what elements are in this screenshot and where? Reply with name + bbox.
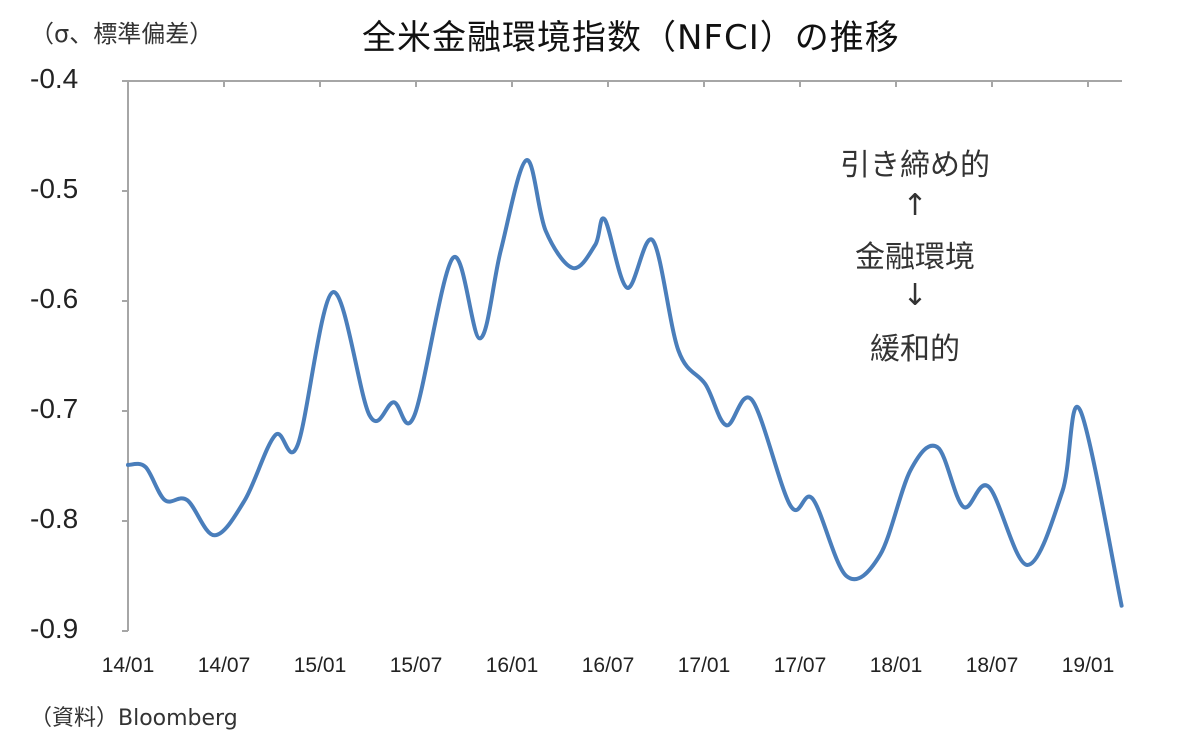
x-tick-label: 15/01 xyxy=(293,654,347,677)
x-tick-label: 16/07 xyxy=(581,654,635,677)
down-arrow-icon: ↓ xyxy=(902,278,928,313)
x-tick-label: 18/07 xyxy=(965,654,1019,677)
annotation-financial-conditions: 金融環境 xyxy=(855,240,975,275)
x-tick-label: 17/01 xyxy=(677,654,731,677)
y-tick-label: -0.4 xyxy=(30,63,79,94)
x-tick-label: 19/01 xyxy=(1061,654,1115,677)
y-tick-label: -0.8 xyxy=(30,503,79,534)
annotation-tightening: 引き締め的 xyxy=(840,148,990,183)
y-tick-label: -0.7 xyxy=(30,393,79,424)
y-tick-label: -0.5 xyxy=(30,173,79,204)
y-tick-label: -0.6 xyxy=(30,283,79,314)
x-tick-label: 14/07 xyxy=(197,654,251,677)
nfci-line xyxy=(126,158,1124,608)
x-tick-label: 14/01 xyxy=(101,654,155,677)
chart-title: 全米金融環境指数（NFCI）の推移 xyxy=(362,18,900,58)
axes xyxy=(122,80,1122,632)
up-arrow-icon: ↑ xyxy=(902,188,928,223)
y-tick-label: -0.9 xyxy=(30,613,79,644)
annotation-easing: 緩和的 xyxy=(870,332,960,367)
x-tick-label: 16/01 xyxy=(485,654,539,677)
y-axis-unit-label: （σ、標準偏差） xyxy=(30,20,214,48)
source-note: （資料）Bloomberg xyxy=(30,706,238,731)
x-tick-label: 18/01 xyxy=(869,654,923,677)
x-tick-label: 17/07 xyxy=(773,654,827,677)
x-tick-label: 15/07 xyxy=(389,654,443,677)
